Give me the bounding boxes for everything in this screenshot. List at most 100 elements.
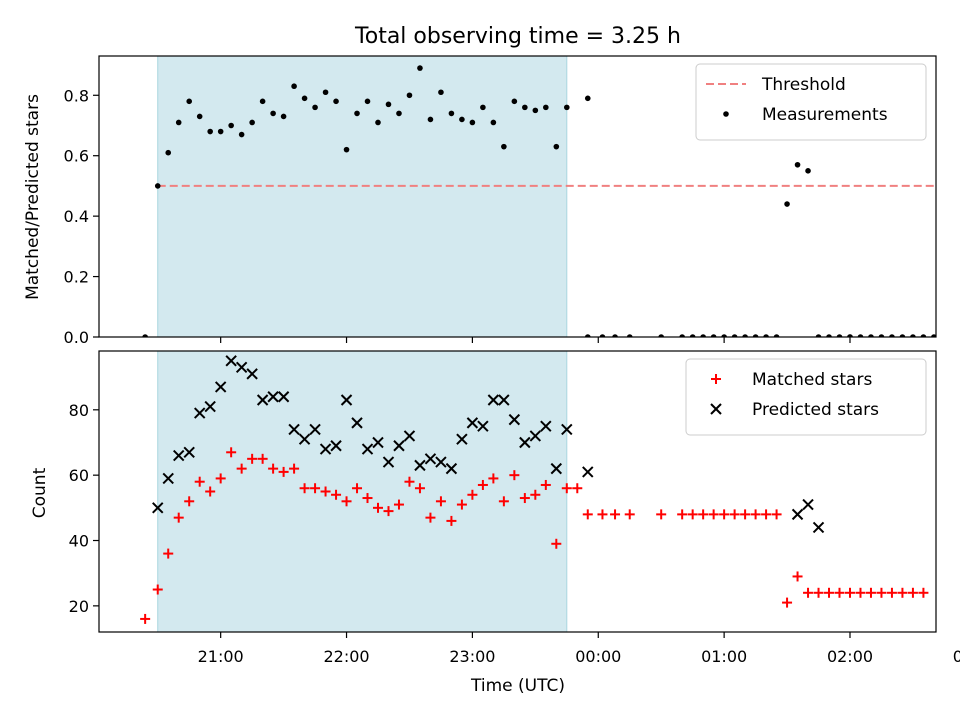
measurement-point (584, 334, 591, 337)
matched-star-point (792, 571, 803, 582)
matched-star-point (677, 509, 688, 520)
predicted-star-point (445, 462, 458, 475)
measurement-point (364, 98, 371, 105)
measurement-point (889, 334, 895, 337)
measurement-point (438, 89, 444, 96)
measurement-point (480, 104, 486, 111)
measurement-point (270, 110, 276, 117)
observing-window-span (157, 350, 568, 633)
measurement-point (333, 98, 339, 105)
observing-window-span (157, 55, 568, 338)
matched-star-point (572, 483, 583, 494)
predicted-star-point (361, 443, 374, 455)
bottom-panel: 20 40 60 80 21:00 22:00 23:00 00:00 01:00 02:00 03… (69, 350, 960, 666)
legend-label: Matched stars (752, 370, 872, 390)
matched-star-point (624, 509, 635, 520)
predicted-star-point (424, 453, 437, 465)
measurement-point (396, 110, 402, 117)
matched-star-point (236, 463, 247, 474)
matched-star-point (656, 509, 667, 520)
matched-star-point (834, 587, 845, 598)
matched-star-point (383, 506, 394, 517)
measurement-point (469, 119, 476, 126)
y-tick-label: 0.2 (64, 268, 89, 287)
matched-star-point (729, 509, 740, 520)
predicted-star-point (267, 391, 279, 403)
matched-star-point (488, 473, 499, 484)
x-tick-label: 01:00 (701, 647, 747, 666)
measurement-point (280, 113, 287, 120)
matched-star-point (687, 509, 698, 520)
measurement-point (836, 334, 843, 337)
matched-star-point (140, 613, 151, 624)
measurement-point (501, 143, 507, 150)
measurement-point (406, 92, 413, 99)
measurement-point (490, 119, 497, 126)
measurement-point (763, 334, 769, 337)
measurement-point (742, 334, 748, 337)
measurement-point (196, 113, 203, 120)
predicted-star-point (204, 400, 216, 413)
measurement-point (815, 334, 822, 337)
measurement-point (448, 110, 455, 117)
predicted-star-point (466, 417, 479, 429)
measurement-point (700, 334, 706, 337)
predicted-star-point (456, 433, 468, 445)
measurement-point (868, 334, 874, 337)
measurement-point (899, 334, 906, 337)
predicted-star-point (288, 423, 300, 436)
predicted-star-point (529, 430, 542, 442)
y-tick-label: 0.6 (64, 147, 89, 166)
predicted-star-point (540, 420, 552, 432)
matched-star-point (435, 496, 446, 507)
matched-star-point (950, 588, 960, 598)
x-tick-label: 03:00 (953, 647, 960, 666)
legend-label: Measurements (762, 105, 888, 125)
matched-star-point (824, 587, 835, 598)
predicted-star-point (246, 368, 258, 380)
predicted-star-point (173, 449, 185, 462)
measurement-point (385, 101, 392, 108)
matched-star-point (855, 587, 866, 598)
matched-star-point (320, 486, 331, 497)
matched-star-point (803, 587, 814, 598)
predicted-star-point (498, 394, 510, 406)
predicted-star-point (812, 521, 825, 534)
predicted-star-point (340, 394, 353, 406)
matched-star-point (331, 489, 342, 500)
matched-star-point (247, 453, 258, 464)
matched-star-point (226, 447, 237, 458)
predicted-star-point (183, 446, 195, 458)
x-tick-label: 02:00 (827, 647, 873, 666)
predicted-star-point (256, 394, 269, 406)
y-tick-label: 0.4 (64, 207, 89, 226)
predicted-star-point (802, 498, 814, 511)
matched-star-point (750, 509, 761, 520)
series-matched-stars (140, 447, 960, 624)
matched-star-point (813, 587, 824, 598)
predicted-star-point (382, 456, 395, 468)
predicted-star-point (519, 436, 531, 449)
predicted-star-point (351, 417, 363, 429)
chart-title: Total observing time = 3.25 h (354, 24, 681, 49)
matched-star-point (446, 515, 457, 526)
y-tick-label: 40 (69, 532, 89, 551)
measurement-point (599, 334, 606, 337)
measurement-point (784, 201, 790, 207)
measurement-point (249, 119, 255, 126)
matched-star-point (194, 476, 205, 487)
predicted-star-point (435, 456, 447, 468)
measurement-point (354, 110, 360, 117)
predicted-star-point (330, 440, 342, 452)
x-tick-label: 22:00 (323, 647, 369, 666)
matched-star-point (456, 499, 467, 510)
plot-area (140, 355, 960, 624)
matched-star-point (519, 493, 530, 504)
matched-star-point (352, 483, 363, 494)
predicted-star-point (319, 443, 332, 455)
matched-star-point (708, 509, 719, 520)
predicted-star-point (487, 394, 500, 406)
matched-star-point (719, 509, 730, 520)
measurement-point (553, 143, 560, 150)
predicted-star-point (550, 462, 563, 475)
